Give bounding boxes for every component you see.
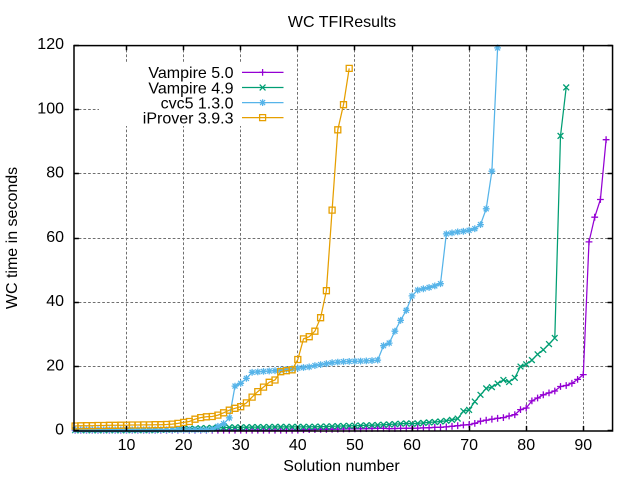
svg-text:cvc5 1.3.0: cvc5 1.3.0 bbox=[161, 95, 234, 112]
svg-text:Solution number: Solution number bbox=[283, 458, 400, 475]
svg-text:20: 20 bbox=[46, 357, 64, 374]
svg-text:WC TFIResults: WC TFIResults bbox=[288, 14, 396, 31]
svg-text:80: 80 bbox=[46, 165, 64, 182]
svg-text:100: 100 bbox=[37, 100, 64, 117]
svg-text:70: 70 bbox=[460, 437, 478, 454]
svg-text:20: 20 bbox=[175, 437, 193, 454]
svg-text:40: 40 bbox=[289, 437, 307, 454]
svg-text:iProver 3.9.3: iProver 3.9.3 bbox=[143, 110, 234, 127]
svg-text:40: 40 bbox=[46, 293, 64, 310]
svg-text:60: 60 bbox=[403, 437, 421, 454]
svg-text:90: 90 bbox=[574, 437, 592, 454]
svg-text:10: 10 bbox=[118, 437, 136, 454]
svg-text:WC time in seconds: WC time in seconds bbox=[4, 167, 21, 309]
svg-text:120: 120 bbox=[37, 36, 64, 53]
svg-text:80: 80 bbox=[517, 437, 535, 454]
svg-text:Vampire 4.9: Vampire 4.9 bbox=[148, 80, 233, 97]
svg-text:30: 30 bbox=[232, 437, 250, 454]
svg-text:0: 0 bbox=[55, 422, 64, 439]
svg-text:Vampire 5.0: Vampire 5.0 bbox=[148, 65, 233, 82]
svg-text:60: 60 bbox=[46, 229, 64, 246]
svg-text:50: 50 bbox=[346, 437, 364, 454]
